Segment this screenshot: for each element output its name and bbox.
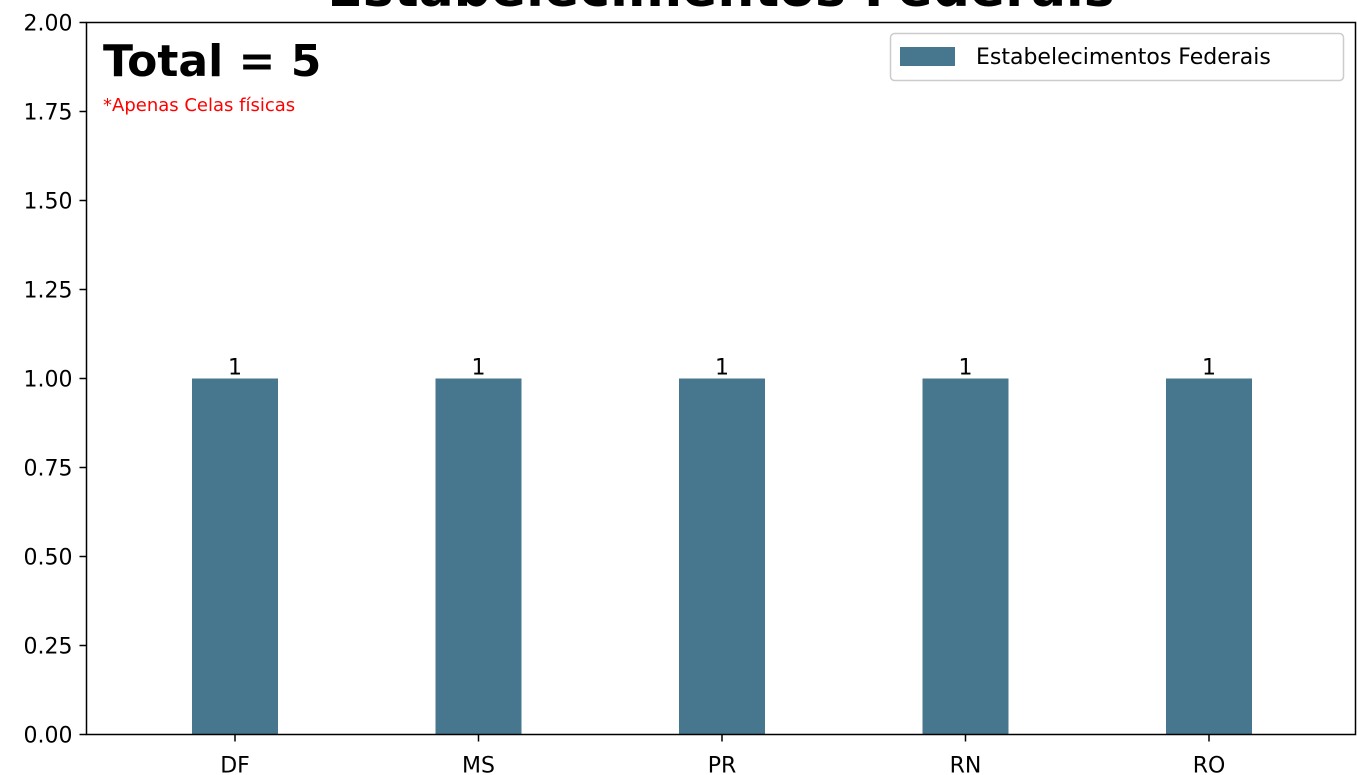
y-tick-label: 1.25 (24, 279, 73, 304)
bar-label-ro: 1 (1202, 356, 1216, 381)
legend: Estabelecimentos Federais (889, 32, 1345, 82)
x-tick-label-df: DF (220, 754, 250, 775)
bar-labels-group: 1 1 1 1 1 (228, 356, 1216, 381)
y-tick-label: 1.75 (24, 101, 73, 126)
x-tick-label-ro: RO (1193, 754, 1226, 775)
y-tick-label: 0.00 (24, 724, 73, 749)
y-tick-label: 0.75 (24, 457, 73, 482)
y-tick-label: 0.50 (24, 546, 73, 571)
bar-label-pr: 1 (715, 356, 729, 381)
bar-label-df: 1 (228, 356, 242, 381)
legend-box (889, 32, 1345, 82)
bar-label-rn: 1 (959, 356, 973, 381)
note-annotation: *Apenas Celas físicas (103, 95, 295, 116)
y-tick-label: 1.00 (24, 368, 73, 393)
bars-group (192, 378, 1252, 735)
y-tick-label: 1.50 (24, 190, 73, 215)
total-annotation: Total = 5 (103, 36, 321, 87)
y-tick-label: 0.25 (24, 635, 73, 660)
x-tick-label-rn: RN (950, 754, 982, 775)
chart-title: Estabelecimentos Federais (327, 0, 1114, 19)
bar-label-ms: 1 (472, 356, 486, 381)
bar-ms (435, 378, 522, 735)
bar-rn (922, 378, 1009, 735)
bar-df (192, 378, 278, 735)
y-tick-label: 2.00 (24, 12, 73, 37)
x-tick-label-pr: PR (708, 754, 737, 775)
bar-ro (1166, 378, 1252, 735)
legend-swatch (900, 47, 955, 66)
legend-label: Estabelecimentos Federais (976, 45, 1271, 70)
bar-pr (679, 378, 765, 735)
plot-frame (85, 21, 1357, 736)
y-axis: 0.00 0.25 0.50 0.75 1.00 1.25 1.50 1.75 2.00 (24, 12, 87, 749)
x-tick-label-ms: MS (462, 754, 495, 775)
x-axis: DF MS PR RN RO (220, 734, 1226, 775)
